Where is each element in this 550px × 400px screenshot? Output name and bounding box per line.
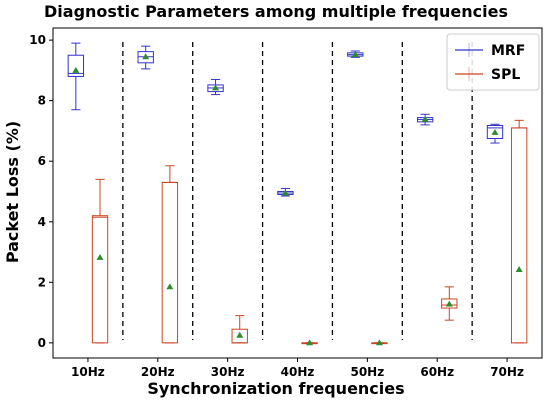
- x-tick-label: 30Hz: [211, 365, 245, 379]
- legend-label-mrf: MRF: [491, 43, 525, 59]
- mean-marker: [236, 331, 244, 338]
- x-tick-label: 10Hz: [71, 365, 105, 379]
- box-mrf: [67, 54, 85, 77]
- y-tick-label: 10: [29, 33, 46, 47]
- x-tick-label: 60Hz: [420, 365, 454, 379]
- plot-area: 0 2 4 6 8 10 10Hz 20Hz 30Hz 40Hz 50Hz 60Hz 70Hz MRF SP…: [29, 27, 543, 379]
- x-tick-label: 70Hz: [490, 365, 524, 379]
- legend-box: [446, 33, 540, 91]
- box-spl: [441, 298, 458, 309]
- x-tick-label: 50Hz: [350, 365, 384, 379]
- mean-marker: [281, 189, 289, 196]
- mean-marker: [515, 266, 523, 273]
- axes-frame: [52, 27, 543, 359]
- y-tick-label: 8: [38, 94, 46, 108]
- x-tick-label: 40Hz: [281, 365, 315, 379]
- box-spl: [510, 127, 528, 344]
- x-tick-label: 20Hz: [141, 365, 175, 379]
- mean-marker: [96, 253, 104, 260]
- y-tick-label: 6: [38, 154, 46, 168]
- mean-marker: [212, 84, 220, 91]
- chart-title: Diagnostic Parameters among multiple fre…: [44, 2, 508, 21]
- y-axis-label: Packet Loss (%): [3, 121, 22, 263]
- y-tick-label: 0: [38, 336, 46, 350]
- x-axis-label: Synchronization frequencies: [147, 379, 404, 398]
- box-spl: [161, 181, 179, 344]
- mean-marker: [491, 128, 499, 135]
- mean-marker: [421, 115, 429, 122]
- mean-marker: [306, 339, 314, 346]
- mean-marker: [351, 51, 359, 58]
- box-spl: [91, 215, 109, 344]
- mean-marker: [445, 300, 453, 307]
- mean-marker: [142, 53, 150, 60]
- legend-label-spl: SPL: [491, 67, 520, 83]
- mean-marker: [72, 66, 80, 73]
- y-tick-label: 4: [38, 215, 46, 229]
- box-mrf: [486, 124, 504, 140]
- mean-marker: [375, 339, 383, 346]
- mean-marker: [166, 283, 174, 290]
- y-tick-label: 2: [38, 275, 46, 289]
